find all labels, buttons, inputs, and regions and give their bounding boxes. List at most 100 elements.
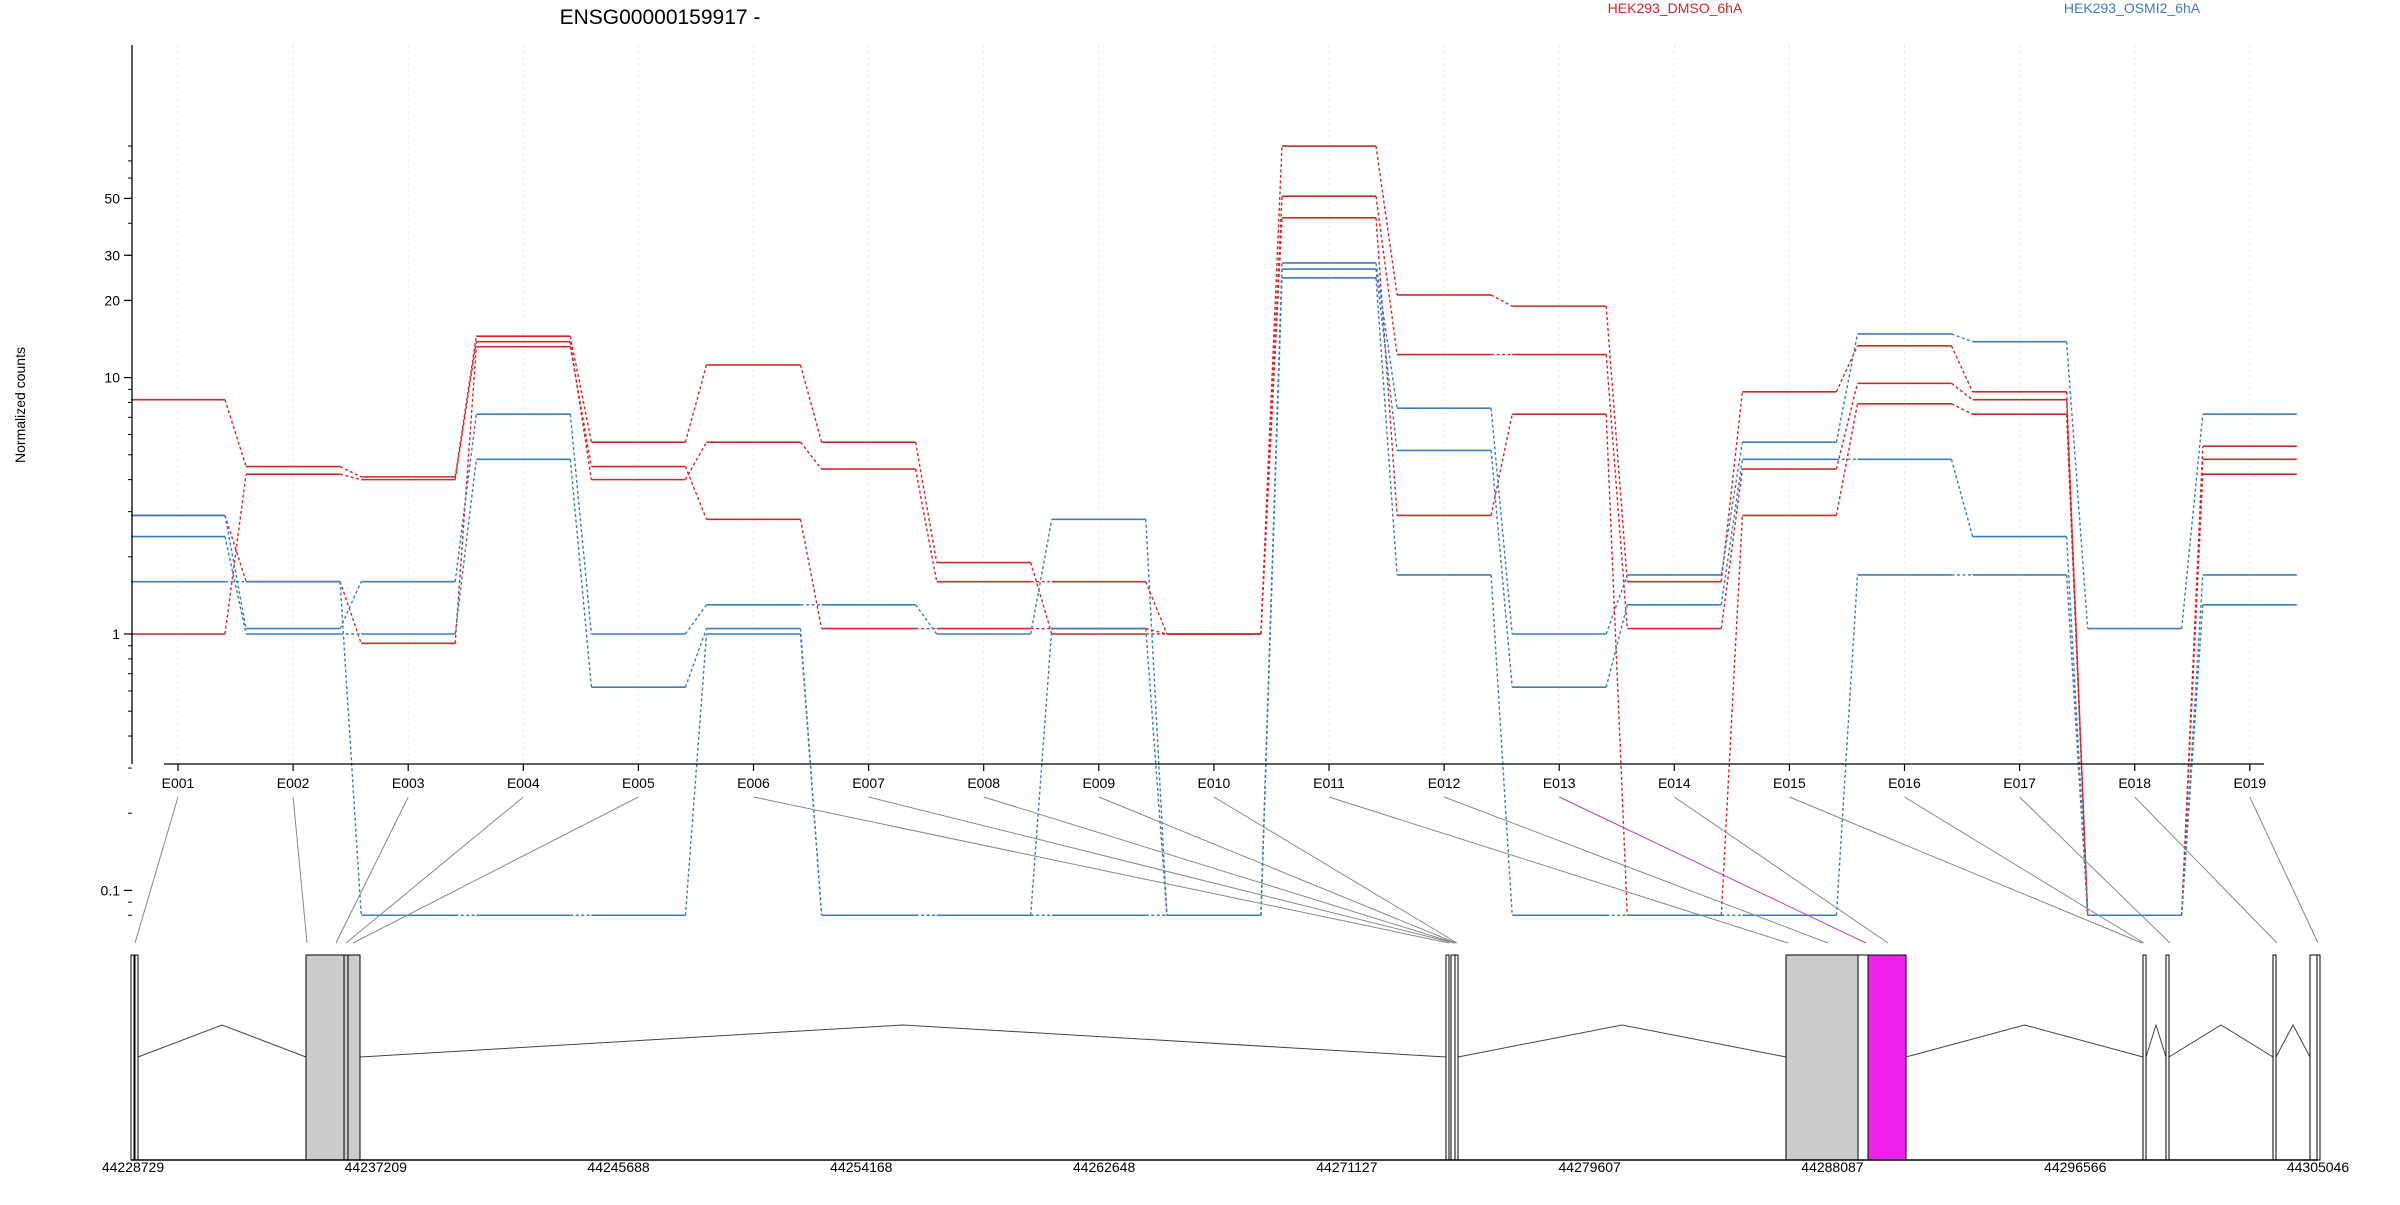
y-tick-label: 1	[112, 626, 120, 642]
series-transition	[684, 441, 708, 480]
exon-connector	[753, 796, 1450, 944]
series-transition	[454, 336, 477, 477]
exon-box	[134, 954, 139, 1161]
series-transition	[2065, 574, 2089, 916]
series-transition	[1605, 306, 1628, 582]
series-transition	[569, 346, 593, 467]
x-tick-label: E013	[1543, 775, 1576, 791]
series-transition	[1835, 333, 1859, 443]
coord-tick-label: 44262648	[1073, 1159, 1136, 1175]
series-transition	[1951, 382, 1974, 401]
exon-connector	[1558, 796, 1867, 944]
series-transition	[2181, 604, 2204, 916]
y-tick-label: 10	[104, 370, 120, 386]
exon-box	[1454, 954, 1459, 1161]
intron-line	[1905, 1024, 2144, 1058]
series-transition	[684, 633, 708, 916]
series-5	[131, 277, 2297, 917]
series-transition	[454, 414, 477, 582]
series-transition	[1720, 468, 1744, 629]
series-transition	[1950, 345, 1974, 393]
exon-connector	[1098, 796, 1457, 944]
series-transition	[1260, 269, 1283, 916]
series-transition	[684, 604, 708, 635]
coord-tick-label: 44288087	[1801, 1159, 1864, 1175]
series-transition	[1145, 519, 1168, 916]
series-transition	[1375, 217, 1398, 516]
exon-connector	[983, 796, 1456, 944]
intron-line	[359, 1024, 1447, 1058]
series-transition	[224, 515, 247, 629]
coord-tick-label: 44237209	[345, 1159, 408, 1175]
exon-box	[1450, 954, 1456, 1161]
y-axis: 0.1 1 10 20 30 50	[101, 45, 133, 916]
series-transition	[454, 341, 477, 480]
exon-connector	[1789, 796, 2143, 944]
x-tick-label: E019	[2233, 775, 2266, 791]
series-transition	[2065, 414, 2089, 916]
exon-connector	[1328, 796, 1789, 944]
x-tick-label: E016	[1888, 775, 1921, 791]
exon-box	[343, 954, 349, 1161]
exon-box	[2309, 954, 2318, 1161]
y-axis-label: Normalized counts	[12, 347, 28, 463]
series-transition	[915, 604, 938, 635]
series-transition	[1951, 403, 1973, 415]
x-tick-label: E014	[1658, 775, 1691, 791]
series-transition	[1605, 414, 1628, 916]
series-transition	[1030, 519, 1053, 635]
exon-box	[1867, 954, 1907, 1161]
coord-tick-label: 44254168	[830, 1159, 893, 1175]
y-tick-label: 50	[104, 190, 120, 206]
coord-tick-label: 44245688	[587, 1159, 650, 1175]
series-transition	[1260, 217, 1283, 635]
exon-box	[2142, 954, 2147, 1161]
exon-box	[2316, 954, 2321, 1161]
x-tick-label: E004	[507, 775, 540, 791]
series-transition	[1720, 459, 1744, 605]
series-transition	[1490, 574, 1513, 916]
series-transition	[454, 459, 477, 635]
series-transition	[1720, 515, 1744, 916]
exon-box	[1857, 954, 1869, 1161]
intron-line	[2168, 1024, 2274, 1058]
series-transition	[454, 346, 477, 644]
coord-tick-label: 44279607	[1559, 1159, 1622, 1175]
series-transition	[224, 536, 247, 635]
series-transition	[684, 364, 708, 443]
gene-model	[130, 954, 2321, 1161]
series-transition	[1835, 383, 1859, 470]
intron-line	[2275, 1023, 2311, 1058]
series-3	[131, 262, 2297, 917]
series-transition	[224, 474, 247, 635]
x-tick-label: E002	[277, 775, 310, 791]
x-tick-label: E009	[1082, 775, 1115, 791]
x-tick-label: E012	[1428, 775, 1461, 791]
series-transition	[2181, 414, 2204, 629]
series-transition	[1375, 262, 1398, 409]
exon-box	[2272, 954, 2277, 1161]
series-transition	[1030, 562, 1053, 635]
series-transition	[339, 465, 362, 478]
x-axis: E001 E002 E003 E004 E005 E006 E007 E008 E009 E010…	[162, 763, 2266, 791]
series-transition	[1260, 277, 1283, 916]
series-transition	[1375, 196, 1398, 355]
series-transition	[799, 441, 823, 470]
series-transition	[1375, 268, 1398, 451]
x-tick-label: E018	[2118, 775, 2151, 791]
exon-connectors	[134, 796, 2319, 944]
series-transition	[2065, 536, 2089, 916]
exon-connector	[2134, 796, 2278, 944]
exon-box	[305, 954, 345, 1161]
intron-line	[2145, 1023, 2167, 1058]
series-transition	[1490, 414, 1513, 516]
series-transition	[569, 459, 593, 688]
exon-connector	[868, 796, 1455, 944]
x-tick-label: E008	[967, 775, 1000, 791]
series-transition	[2065, 399, 2089, 916]
series-transition	[1835, 403, 1859, 516]
series-0	[131, 145, 2297, 917]
exon-connector	[2249, 796, 2319, 944]
exon-connector	[345, 796, 524, 944]
x-tick-label: E006	[737, 775, 770, 791]
